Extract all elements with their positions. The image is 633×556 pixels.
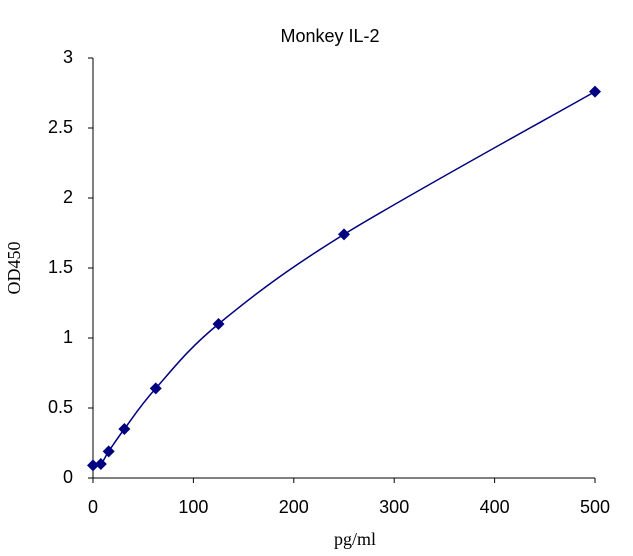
x-axis-label: pg/ml xyxy=(334,529,376,549)
y-tick-label: 0 xyxy=(63,467,73,487)
x-tick-label: 0 xyxy=(88,497,98,517)
data-point xyxy=(589,85,601,98)
chart-title: Monkey IL-2 xyxy=(280,26,379,46)
y-tick-label: 1 xyxy=(63,327,73,347)
x-tick-label: 500 xyxy=(580,497,610,517)
y-tick-label: 0.5 xyxy=(48,397,73,417)
x-tick-label: 400 xyxy=(480,497,510,517)
data-point xyxy=(212,318,225,330)
data-point xyxy=(94,458,107,470)
x-tick-label: 300 xyxy=(379,497,409,517)
fit-curve xyxy=(92,90,596,467)
data-point xyxy=(87,459,99,472)
y-axis-label: OD450 xyxy=(4,242,24,295)
x-tick-label: 200 xyxy=(279,497,309,517)
y-tick-label: 1.5 xyxy=(48,257,73,277)
data-point xyxy=(338,228,350,241)
data-point xyxy=(118,423,131,435)
data-point xyxy=(149,382,162,395)
y-tick-label: 3 xyxy=(63,47,73,67)
y-tick-label: 2 xyxy=(63,187,73,207)
y-tick-label: 2.5 xyxy=(48,117,73,137)
x-tick-label: 100 xyxy=(178,497,208,517)
data-point xyxy=(102,445,115,458)
